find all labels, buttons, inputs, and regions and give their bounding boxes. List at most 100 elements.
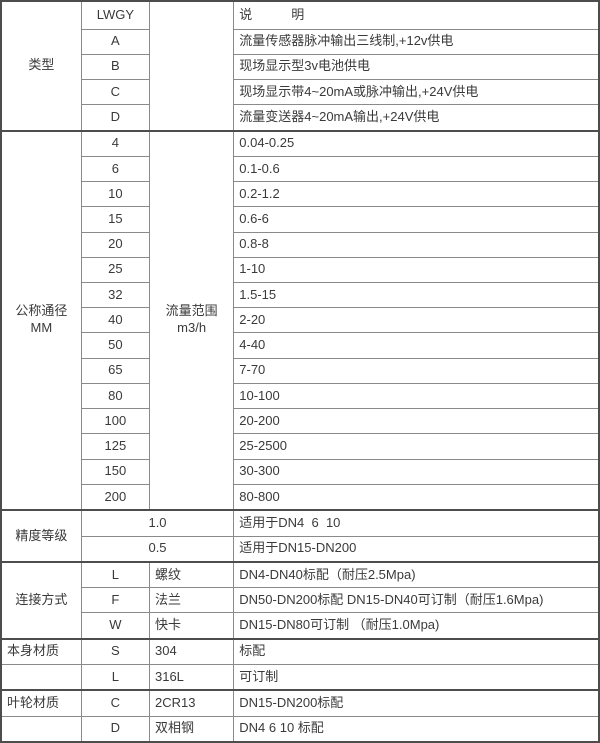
- type-code-cell: B: [80, 53, 150, 80]
- section-label-diameter: 公称通径 MM: [0, 129, 82, 511]
- connection-desc-cell: DN50-DN200标配 DN15-DN40可订制（耐压1.6Mpa): [233, 587, 600, 614]
- type-desc-cell: 流量传感器脉冲输出三线制,+12v供电: [233, 28, 600, 55]
- flow-range-label-cell: 流量范围 m3/h: [148, 129, 235, 511]
- flow-range-cell: 10-100: [233, 382, 600, 410]
- table-row-dn-4: 公称通径 MM 4 流量范围 m3/h 0.04-0.25: [0, 129, 600, 511]
- desc-header-cell: 说 明: [233, 0, 600, 30]
- type-code-cell: D: [80, 104, 150, 132]
- dn-cell: 50: [80, 332, 150, 359]
- dn-cell: 15: [80, 206, 150, 233]
- table-row-type-b: B 现场显示型3v电池供电: [1, 53, 600, 80]
- connection-name-cell: 快卡: [148, 612, 235, 640]
- material-code-cell: L: [80, 663, 150, 691]
- material-desc-cell: DN4 6 10 标配: [233, 715, 600, 743]
- section-label-accuracy: 精度等级: [0, 509, 82, 563]
- table-row-body-material-l: L 316L 可订制: [0, 663, 600, 691]
- accuracy-desc-cell: 适用于DN15-DN200: [233, 535, 600, 563]
- flow-range-cell: 0.1-0.6: [233, 155, 600, 183]
- connection-code-cell: L: [80, 560, 150, 589]
- table-row-accuracy-1: 精度等级 1.0 适用于DN4 6 10: [0, 509, 600, 563]
- dn-cell: 100: [80, 408, 150, 435]
- flow-range-cell: 0.04-0.25: [233, 129, 600, 157]
- accuracy-value-cell: 1.0: [80, 509, 235, 537]
- dn-cell: 200: [80, 483, 150, 511]
- table-row-dn-32: 32 1.5-15: [1, 281, 600, 309]
- dn-cell: 125: [80, 433, 150, 460]
- material-code-cell: S: [80, 637, 150, 665]
- table-row-dn-80: 80 10-100: [1, 382, 600, 410]
- material-code-cell: C: [80, 689, 150, 717]
- connection-desc-cell: DN4-DN40标配（耐压2.5Mpa): [233, 560, 600, 589]
- table-row-dn-65: 65 7-70: [1, 357, 600, 384]
- flow-range-cell: 0.6-6: [233, 206, 600, 233]
- table-row-dn-200: 200 80-800: [1, 483, 600, 511]
- table-row-dn-25: 25 1-10: [1, 256, 600, 284]
- material-name-cell: 316L: [148, 663, 235, 691]
- connection-name-cell: 螺纹: [148, 560, 235, 589]
- flow-range-cell: 20-200: [233, 408, 600, 435]
- connection-desc-cell: DN15-DN80可订制 （耐压1.0Mpa): [233, 612, 600, 640]
- flow-range-cell: 0.2-1.2: [233, 181, 600, 208]
- section-label-connection: 连接方式: [0, 560, 82, 640]
- connection-code-cell: F: [80, 587, 150, 614]
- table-row-dn-150: 150 30-300: [1, 458, 600, 485]
- dn-cell: 4: [80, 129, 150, 157]
- table-row-type-c: C 现场显示带4~20mA或脉冲输出,+24V供电: [1, 78, 600, 106]
- connection-name-cell: 法兰: [148, 587, 235, 614]
- dn-cell: 32: [80, 281, 150, 309]
- type-code-cell: A: [80, 28, 150, 55]
- table-row-connection-l: 连接方式 L 螺纹 DN4-DN40标配（耐压2.5Mpa): [0, 560, 600, 640]
- table-row-dn-125: 125 25-2500: [1, 433, 600, 460]
- material-code-cell: D: [80, 715, 150, 743]
- dn-cell: 40: [80, 307, 150, 334]
- flow-range-cell: 0.8-8: [233, 231, 600, 258]
- material-desc-cell: DN15-DN200标配: [233, 689, 600, 717]
- flow-range-cell: 25-2500: [233, 433, 600, 460]
- dn-cell: 25: [80, 256, 150, 284]
- type-desc-cell: 现场显示型3v电池供电: [233, 53, 600, 80]
- type-desc-cell: 流量变送器4~20mA输出,+24V供电: [233, 104, 600, 132]
- table-row-dn-10: 10 0.2-1.2: [1, 181, 600, 208]
- table-row-type-a: A 流量传感器脉冲输出三线制,+12v供电: [1, 28, 600, 55]
- type-code-cell: C: [80, 78, 150, 106]
- flow-range-cell: 1-10: [233, 256, 600, 284]
- dn-cell: 6: [80, 155, 150, 183]
- material-name-cell: 304: [148, 637, 235, 665]
- dn-cell: 150: [80, 458, 150, 485]
- table-row-dn-15: 15 0.6-6: [1, 206, 600, 233]
- section-label-impeller-material: 叶轮材质: [0, 689, 82, 717]
- empty-label-cell: [0, 663, 82, 691]
- table-row-header: 类型 LWGY 说 明: [0, 0, 600, 132]
- flow-range-cell: 1.5-15: [233, 281, 600, 309]
- table-row-dn-20: 20 0.8-8: [1, 231, 600, 258]
- spacer-cell-type: [148, 0, 235, 132]
- empty-label-cell: [0, 715, 82, 743]
- type-desc-cell: 现场显示带4~20mA或脉冲输出,+24V供电: [233, 78, 600, 106]
- table-row-dn-50: 50 4-40: [1, 332, 600, 359]
- table-row-impeller-material-c: 叶轮材质 C 2CR13 DN15-DN200标配: [0, 689, 600, 717]
- flow-range-cell: 30-300: [233, 458, 600, 485]
- flow-range-cell: 4-40: [233, 332, 600, 359]
- table-row-accuracy-2: 0.5 适用于DN15-DN200: [1, 535, 600, 563]
- flow-range-cell: 80-800: [233, 483, 600, 511]
- brand-cell: LWGY: [80, 0, 150, 30]
- table-row-type-d: D 流量变送器4~20mA输出,+24V供电: [1, 104, 600, 132]
- table-row-dn-6: 6 0.1-0.6: [1, 155, 600, 183]
- section-label-type: 类型: [0, 0, 82, 132]
- dn-cell: 20: [80, 231, 150, 258]
- table-row-connection-w: W 快卡 DN15-DN80可订制 （耐压1.0Mpa): [1, 612, 600, 640]
- material-desc-cell: 可订制: [233, 663, 600, 691]
- connection-code-cell: W: [80, 612, 150, 640]
- accuracy-value-cell: 0.5: [80, 535, 235, 563]
- table-row-connection-f: F 法兰 DN50-DN200标配 DN15-DN40可订制（耐压1.6Mpa): [1, 587, 600, 614]
- section-label-body-material: 本身材质: [0, 637, 82, 665]
- dn-cell: 80: [80, 382, 150, 410]
- dn-cell: 65: [80, 357, 150, 384]
- material-desc-cell: 标配: [233, 637, 600, 665]
- dn-cell: 10: [80, 181, 150, 208]
- table-row-body-material-s: 本身材质 S 304 标配: [0, 637, 600, 665]
- material-name-cell: 2CR13: [148, 689, 235, 717]
- table-row-dn-100: 100 20-200: [1, 408, 600, 435]
- flow-range-cell: 7-70: [233, 357, 600, 384]
